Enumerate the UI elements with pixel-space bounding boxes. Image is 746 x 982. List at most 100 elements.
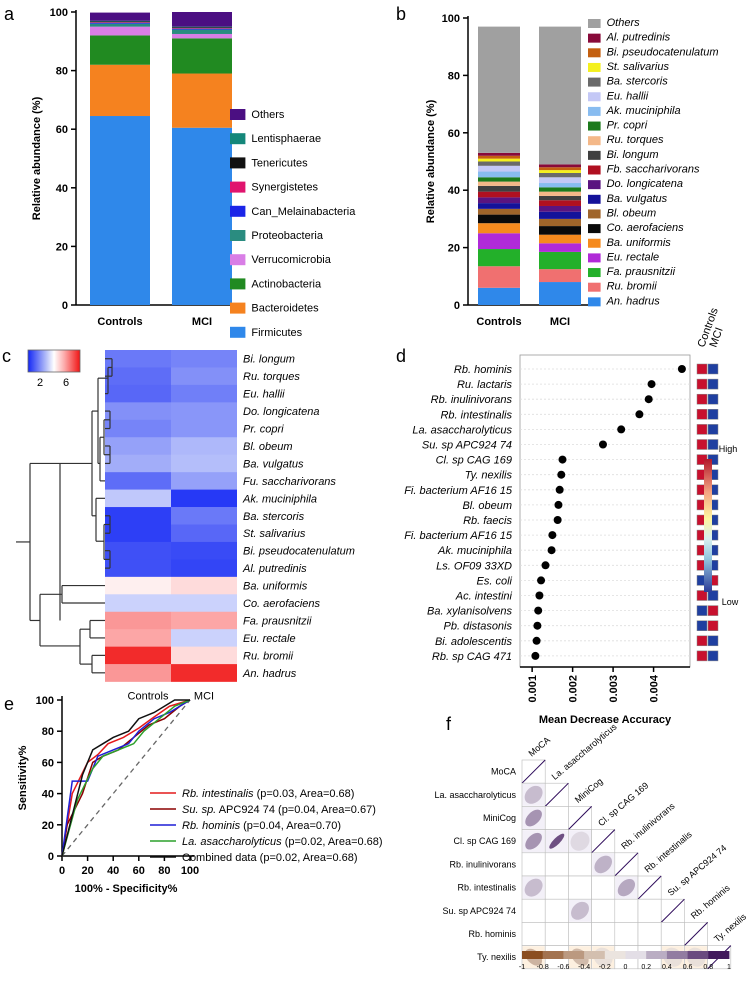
- panel-b-legend-label-ru-torques: Ru. torques: [607, 134, 664, 146]
- panel-e-y-tick-label: 0: [48, 851, 54, 863]
- panel-f-cell-background: [545, 807, 568, 829]
- panel-a-bar-others-mci: [172, 12, 232, 27]
- panel-f-colorbar-segment: [584, 951, 606, 959]
- panel-c-heatmap-cell-co-aerofaciens-mci: [171, 594, 237, 613]
- legend-series-name: Su. sp.: [182, 804, 216, 816]
- panel-label-c: c: [2, 346, 11, 366]
- panel-a-y-tick-label: 20: [56, 241, 68, 253]
- panel-a-legend-swatch-bacteroidetes: [230, 302, 246, 314]
- panel-e-x-tick-label: 0: [59, 865, 65, 877]
- panel-f-cell-background: [545, 853, 568, 876]
- panel-d-feature-label-la-asaccharolyticus: La. asaccharolyticus: [412, 424, 512, 436]
- panel-d-mci-cell-ru-lactaris: [707, 378, 719, 390]
- panel-f-colorbar-tick: -1: [519, 964, 525, 971]
- panel-c-heatmap-cell-fa-prausnitzii-controls: [105, 611, 171, 630]
- panel-e-legend-label-rb-hominis: Rb. hominis (p=0.04, Area=0.70): [182, 820, 341, 832]
- panel-f-colorbar-segment: [687, 951, 709, 959]
- panel-b-bar-al-putredinis-controls: [478, 152, 520, 156]
- panel-f-colorbar-tick: -0.6: [557, 964, 569, 971]
- panel-b-bar-do-longicatena-mci: [539, 205, 581, 212]
- panel-c-heatmap-cell-st-salivarius-mci: [171, 524, 237, 543]
- panel-f-row-label-cl-sp-cag-169: Cl. sp CAG 169: [453, 836, 516, 846]
- panel-f-column-label-rb-inulinivorans: Rb. inulinivorans: [619, 801, 677, 852]
- panel-c-heatmap-cell-ba-uniformis-controls: [105, 576, 171, 595]
- panel-e-x-tick-label: 60: [133, 865, 145, 877]
- panel-f-diagonal-mark: [660, 898, 685, 923]
- panel-b-y-tick-label: 80: [448, 70, 460, 82]
- panel-b-bar-ba-uniformis-mci: [539, 234, 581, 244]
- panel-f-row-label-su-sp-apc924-74: Su. sp APC924 74: [442, 906, 516, 916]
- panel-b-bar-eu-hallii-mci: [539, 177, 581, 184]
- panel-b-bar-ru-torques-controls: [478, 181, 520, 186]
- panel-b-bar-an-hadrus-mci: [539, 282, 581, 305]
- panel-d-mci-cell-bi-adolescentis: [707, 635, 719, 647]
- panel-c-heatmap-cell-ru-torques-mci: [171, 367, 237, 386]
- panel-b-bar-co-aerofaciens-mci: [539, 226, 581, 235]
- panel-b-legend-label-ba-stercoris: Ba. stercoris: [607, 76, 669, 88]
- panel-d-controls-cell-su-sp-apc924-74: [696, 439, 708, 450]
- panel-b-legend-label-bl-obeum: Bl. obeum: [607, 207, 657, 219]
- panel-d-point-fi-bacterium-af16-15: [548, 531, 557, 540]
- panel-a-legend-swatch-tenericutes: [230, 157, 246, 169]
- panel-f-diagonal-mark: [568, 806, 592, 830]
- panel-a-bar-others-controls: [90, 12, 150, 21]
- panel-d-x-tick-label: 0.002: [568, 675, 580, 703]
- panel-b-legend-label-fb-saccharivorans: Fb. saccharivorans: [607, 164, 700, 176]
- panel-f-colorbar-tick: 0.6: [683, 964, 693, 971]
- panel-c-heatmap-cell-eu-rectale-controls: [105, 629, 171, 647]
- panel-f-diagonal-mark: [544, 782, 569, 807]
- panel-a-legend-label-synergistetes: Synergistetes: [251, 182, 318, 194]
- panel-d-mci-cell-pb-distasonis: [707, 620, 719, 631]
- panel-f-colorbar-segment: [708, 951, 730, 959]
- panel-e-legend-label-rb-intestinalis: Rb. intestinalis (p=0.03, Area=0.68): [182, 788, 354, 800]
- panel-a-legend-label-bacteroidetes: Bacteroidetes: [251, 303, 319, 315]
- panel-f-cell-background: [615, 923, 638, 945]
- panel-a-bar-bacteroidetes-controls: [90, 64, 150, 117]
- panel-d-controls-cell-rb-inulinivorans: [696, 393, 708, 405]
- panel-d-feature-label-rb-sp-cag-471: Rb. sp CAG 471: [432, 651, 512, 663]
- panel-a-legend-label-verrucomicrobia: Verrucomicrobia: [251, 254, 331, 266]
- panel-b-legend-swatch-ba-uniformis: [588, 238, 601, 248]
- panel-a-bar-actinobacteria-mci: [172, 38, 232, 74]
- panel-c-colorbar-tick: 6: [63, 377, 69, 389]
- panel-d-colorbar-high: High: [719, 444, 738, 454]
- panel-a-legend-swatch-verrucomicrobia: [230, 254, 246, 266]
- panel-d-feature-label-cl-sp-cag-169: Cl. sp CAG 169: [436, 455, 512, 467]
- panel-f-column-label-moca: MoCA: [526, 735, 552, 759]
- panel-b-legend-swatch-st-salivarius: [588, 62, 601, 72]
- panel-d-x-tick-label: 0.004: [649, 674, 661, 702]
- panel-b-bar-ba-uniformis-controls: [478, 223, 520, 234]
- panel-b-legend-swatch-bi-longum: [588, 150, 601, 160]
- panel-b-bar-ak-muciniphila-controls: [478, 171, 520, 178]
- panel-f-correlation-ellipse: [524, 785, 543, 804]
- panel-d-mci-cell-rb-inulinivorans: [707, 393, 719, 405]
- panel-c-heatmap-cell-eu-rectale-mci: [171, 629, 237, 647]
- panel-d-point-rb-hominis: [677, 365, 686, 373]
- panel-d-x-axis-label: Mean Decrease Accuracy: [539, 714, 672, 726]
- panel-b-bar-pr-copri-mci: [539, 187, 581, 192]
- panel-c-row-label-ba-uniformis: Ba. uniformis: [243, 581, 308, 593]
- panel-a-bar-verrucomicrobia-mci: [172, 33, 232, 39]
- panel-f-cell-background: [592, 876, 615, 899]
- panel-b-legend-label-co-aerofaciens: Co. aerofaciens: [607, 222, 685, 234]
- panel-e-y-tick-label: 20: [42, 820, 54, 832]
- panel-c-row-label-ba-vulgatus: Ba. vulgatus: [243, 458, 304, 470]
- panel-b-legend-swatch-ba-stercoris: [588, 77, 601, 87]
- panel-b-legend-swatch-ru-bromii: [588, 282, 601, 292]
- panel-c-heatmap-cell-bi-longum-controls: [105, 350, 171, 368]
- panel-b-bar-fb-saccharivorans-controls: [478, 191, 520, 198]
- panel-b-legend-swatch-co-aerofaciens: [588, 224, 601, 234]
- panel-b-bar-others-mci: [539, 26, 581, 165]
- panel-b-bar-ru-bromii-controls: [478, 266, 520, 288]
- panel-e-legend-label-su-sp: Su. sp. APC924 74 (p=0.04, Area=0.67): [182, 804, 376, 816]
- panel-d-controls-cell-ru-lactaris: [696, 378, 708, 390]
- panel-d-point-su-sp-apc924-74: [598, 440, 607, 449]
- panel-label-b: b: [396, 4, 406, 24]
- panel-b-legend-swatch-fa-prausnitzii: [588, 268, 601, 278]
- panel-b-legend-label-eu-hallii: Eu. hallii: [607, 90, 649, 102]
- panel-f-correlation-ellipse: [549, 833, 565, 849]
- panel-d-mci-cell-ba-xylanisolvens: [707, 605, 719, 616]
- panel-c-heatmap-cell-ba-vulgatus-controls: [105, 454, 171, 473]
- panel-f-correlation-ellipse: [525, 832, 542, 850]
- panel-d-feature-label-su-sp-apc924-74: Su. sp APC924 74: [422, 440, 512, 452]
